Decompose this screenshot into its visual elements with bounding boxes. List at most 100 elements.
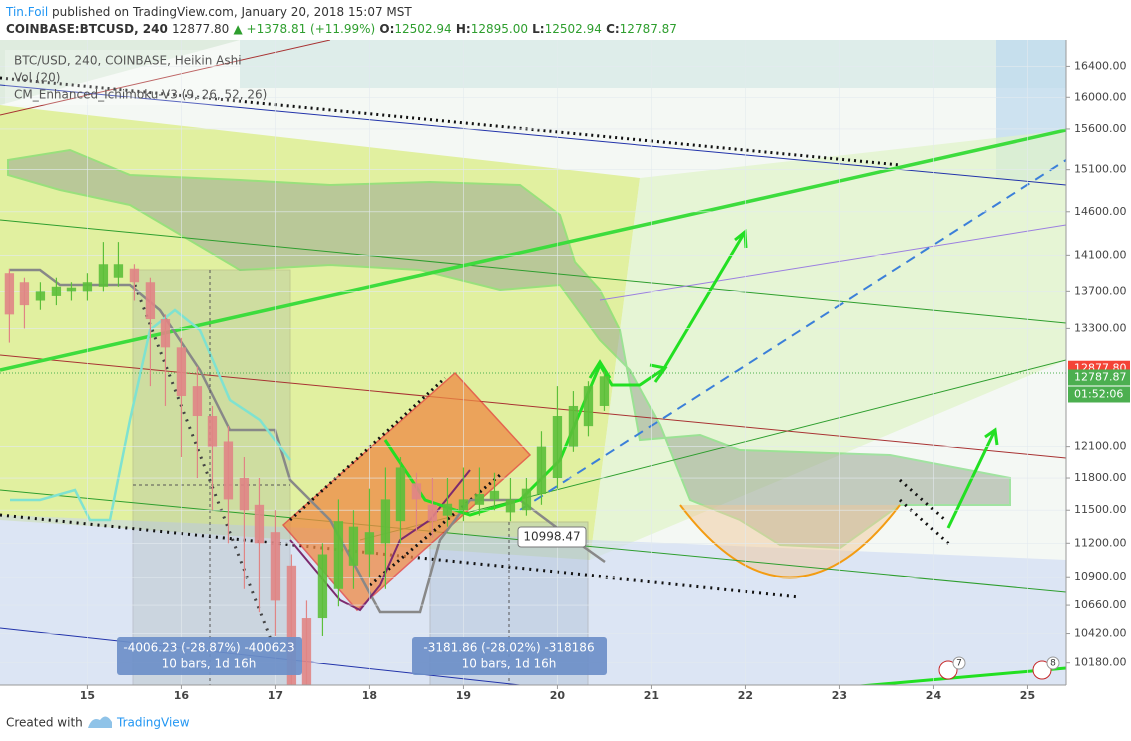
trendline [899, 478, 946, 522]
candle-body [505, 499, 516, 513]
candle-body [176, 347, 187, 397]
candle-body [19, 282, 30, 306]
x-tick-label: 17 [268, 689, 283, 702]
legend-item: CM_Enhanced_Ichimoku-V3 (9, 26, 52, 26) [14, 88, 267, 102]
candle-body [521, 488, 532, 511]
published: published on TradingView.com, January 20… [52, 5, 412, 19]
header-line: Tin.Foil published on TradingView.com, J… [5, 5, 412, 19]
header-line: COINBASE:BTCUSD, 240 12877.80 ▲ +1378.81… [6, 22, 677, 36]
y-tick-label: 12100.00 [1074, 440, 1127, 453]
ohlc-value: 12895.00 [471, 22, 528, 36]
measure-text: 10 bars, 1d 16h [462, 657, 557, 671]
y-tick-label: 11200.00 [1074, 536, 1127, 549]
candle-body [129, 268, 140, 283]
candle-body [568, 405, 579, 447]
candle-body [380, 499, 391, 544]
change: ▲ +1378.81 (+11.99%) [234, 22, 376, 36]
y-tick-label: 14600.00 [1074, 205, 1127, 218]
candle-body [427, 504, 438, 522]
ichimoku-cloud [7, 148, 1011, 550]
measure-box [412, 637, 607, 675]
y-tick-label: 13300.00 [1074, 321, 1127, 334]
candle-body [489, 490, 500, 500]
candle-body [239, 478, 250, 511]
trendline [854, 666, 1066, 685]
candle-body [286, 565, 297, 685]
footer-brand[interactable]: TradingView [116, 716, 190, 730]
x-tick-label: 15 [80, 689, 95, 702]
last-price: 12877.80 [172, 22, 229, 36]
footer-text: Created with [6, 716, 83, 730]
candle-body [583, 386, 594, 427]
candle-body [395, 467, 406, 522]
ohlc-key: C: [606, 22, 620, 36]
overlays: -4006.23 (-28.87%) -400623 10 bars, 1d 1… [5, 50, 1060, 680]
candle-body [66, 287, 77, 292]
candle-body [51, 286, 62, 296]
candle-body [223, 441, 234, 500]
price-tag-label: 12787.87 [1074, 370, 1127, 383]
candle-body [82, 282, 93, 292]
marks [4, 242, 610, 685]
y-tick-label: 16000.00 [1074, 90, 1127, 103]
x-tick-label: 22 [738, 689, 753, 702]
candle-body [474, 494, 485, 505]
candle-body [458, 499, 469, 511]
y-tick-label: 15600.00 [1074, 122, 1127, 135]
symbol: COINBASE:BTCUSD, 240 [6, 22, 168, 36]
trendline [0, 219, 1066, 324]
price-tag [1068, 369, 1130, 386]
candle-body [301, 618, 312, 685]
alert-icon[interactable] [938, 660, 958, 680]
ohlc-value: 12787.87 [620, 22, 677, 36]
projection-arrow [946, 429, 997, 529]
zone [0, 40, 240, 105]
measure-box [117, 637, 302, 675]
x-tick-label: 18 [362, 689, 377, 702]
candle-body [4, 273, 15, 315]
y-tick-label: 11500.00 [1074, 503, 1127, 516]
trendline [519, 159, 1066, 511]
ohlc-key: O: [379, 22, 394, 36]
y-tick-label: 14100.00 [1074, 248, 1127, 261]
candle-body [364, 532, 375, 555]
candle-body [270, 532, 281, 601]
candle-body [145, 282, 156, 320]
measure-text: -4006.23 (-28.87%) -400623 [123, 641, 294, 655]
trendline [0, 40, 331, 116]
x-tick-label: 21 [644, 689, 659, 702]
author[interactable]: Tin.Foil [5, 5, 48, 19]
trendline [288, 376, 447, 522]
alert-icon[interactable] [1032, 660, 1052, 680]
y-tick-label: 10900.00 [1074, 570, 1127, 583]
candle-body [411, 483, 422, 500]
alert-badge [952, 656, 966, 670]
trendline [0, 513, 801, 599]
trendline [133, 284, 277, 651]
measure-zone [132, 269, 291, 685]
trendline [599, 224, 1066, 301]
x-tick-label: 19 [456, 689, 471, 702]
candle-body [442, 503, 453, 516]
x-tick-label: 20 [550, 689, 566, 702]
candle-body [113, 264, 124, 278]
measure-text: 10 bars, 1d 16h [162, 657, 257, 671]
conversion-line [10, 308, 291, 522]
candle-body [35, 291, 46, 301]
y-tick-label: 10660.00 [1074, 598, 1127, 611]
x-tick-label: 23 [832, 689, 847, 702]
x-tick-label: 24 [926, 689, 942, 702]
candle-body [536, 446, 547, 495]
candle-body [160, 319, 171, 348]
candle-body [207, 416, 218, 447]
callout-text: 10998.47 [523, 530, 580, 544]
alert-count: 7 [956, 659, 962, 669]
candle-body [192, 386, 203, 417]
alert-count: 8 [1050, 659, 1056, 669]
y-tick-label: 10420.00 [1074, 627, 1127, 640]
ohlc-value: 12502.94 [545, 22, 602, 36]
ohlc-key: H: [456, 22, 471, 36]
drawings [0, 40, 1066, 685]
countdown: 01:52:06 [1074, 387, 1123, 400]
time-axis [0, 685, 1066, 705]
